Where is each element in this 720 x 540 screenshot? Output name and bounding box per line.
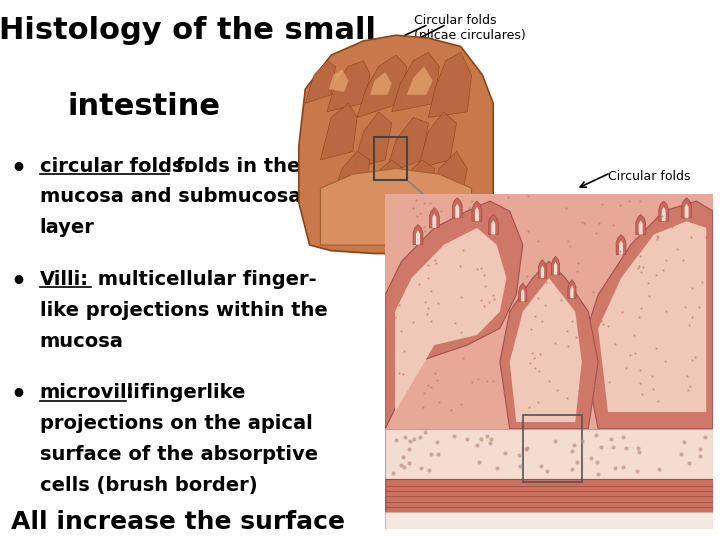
Text: cells (brush border): cells (brush border) (40, 476, 257, 495)
Polygon shape (305, 60, 336, 103)
Polygon shape (472, 201, 482, 221)
Text: Circular folds
(plicae circulares): Circular folds (plicae circulares) (414, 14, 526, 42)
Text: •: • (11, 157, 27, 180)
Polygon shape (659, 201, 669, 221)
Text: intestine: intestine (68, 92, 220, 121)
Polygon shape (364, 160, 402, 208)
Text: multicellular finger-: multicellular finger- (91, 270, 317, 289)
Polygon shape (407, 66, 433, 95)
Polygon shape (452, 198, 462, 218)
Bar (385, 479, 713, 512)
Polygon shape (616, 234, 626, 255)
Polygon shape (539, 260, 546, 278)
Text: microvilli: microvilli (40, 383, 140, 402)
Bar (385, 512, 713, 529)
Polygon shape (541, 265, 544, 278)
Polygon shape (396, 160, 435, 208)
Polygon shape (329, 69, 348, 92)
Polygon shape (357, 55, 407, 118)
Bar (385, 429, 713, 479)
Text: surface of the absorptive: surface of the absorptive (40, 445, 318, 464)
Text: mucosa and submucosa: mucosa and submucosa (40, 187, 301, 206)
Text: Serosa: Serosa (634, 500, 676, 512)
Bar (523, 415, 582, 482)
Text: layer: layer (40, 218, 94, 237)
Polygon shape (385, 118, 428, 174)
Polygon shape (554, 262, 557, 275)
Polygon shape (413, 225, 423, 245)
Polygon shape (416, 231, 420, 245)
Polygon shape (327, 60, 370, 112)
Text: : fingerlike: : fingerlike (126, 383, 246, 402)
Polygon shape (500, 261, 598, 429)
Polygon shape (320, 168, 472, 245)
Polygon shape (428, 151, 467, 202)
Polygon shape (568, 280, 576, 298)
Polygon shape (475, 207, 479, 221)
Polygon shape (353, 112, 392, 168)
Polygon shape (582, 201, 713, 429)
Polygon shape (636, 214, 646, 234)
Polygon shape (433, 214, 436, 228)
Text: Villi: Villi (432, 284, 454, 296)
Polygon shape (552, 256, 559, 275)
Polygon shape (518, 283, 527, 301)
Polygon shape (491, 220, 495, 234)
Polygon shape (392, 52, 439, 112)
Text: Circular folds: Circular folds (608, 170, 691, 183)
Polygon shape (510, 278, 582, 422)
Polygon shape (418, 112, 456, 168)
Polygon shape (662, 207, 665, 221)
Polygon shape (331, 151, 370, 202)
Polygon shape (385, 194, 713, 429)
Text: projections on the apical: projections on the apical (40, 414, 312, 433)
Polygon shape (639, 220, 643, 234)
Text: •: • (11, 270, 27, 294)
Text: •: • (11, 383, 27, 407)
Polygon shape (395, 228, 506, 412)
Bar (374, 137, 407, 180)
Text: All increase the surface: All increase the surface (11, 510, 345, 534)
Text: Histology of the small: Histology of the small (0, 16, 376, 45)
Polygon shape (299, 35, 493, 253)
Polygon shape (598, 221, 706, 412)
Text: mucosa: mucosa (40, 332, 123, 350)
Text: like projections within the: like projections within the (40, 301, 328, 320)
Polygon shape (320, 103, 357, 160)
Polygon shape (685, 204, 688, 218)
Text: Submucosa: Submucosa (421, 356, 494, 369)
Polygon shape (619, 240, 623, 255)
Text: muscularis: muscularis (410, 424, 478, 437)
Polygon shape (455, 204, 459, 218)
Polygon shape (682, 198, 691, 218)
Polygon shape (429, 208, 439, 228)
Polygon shape (428, 52, 472, 118)
Polygon shape (370, 72, 392, 95)
Polygon shape (488, 214, 498, 234)
Text: circular folds:: circular folds: (40, 157, 191, 176)
Polygon shape (385, 201, 523, 429)
Text: Villi:: Villi: (40, 270, 89, 289)
Polygon shape (570, 285, 574, 298)
Polygon shape (521, 289, 524, 301)
Text: folds in the: folds in the (169, 157, 300, 176)
